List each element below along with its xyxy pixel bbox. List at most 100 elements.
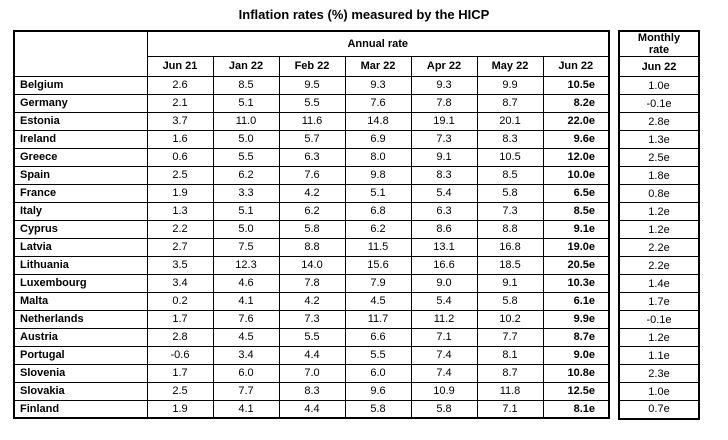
annual-value-cell: 5.0: [212, 129, 280, 149]
annual-value-cell: 18.5: [476, 255, 544, 275]
annual-value-cell: 6.5e: [542, 183, 610, 203]
page-title: Inflation rates (%) measured by the HICP: [238, 7, 490, 22]
monthly-row: 1.2e: [618, 202, 700, 221]
country-cell: Germany: [13, 93, 148, 113]
annual-value-cell: 20.5e: [542, 255, 610, 275]
monthly-row: 1.0e: [618, 382, 700, 401]
annual-value-cell: 7.3: [476, 201, 544, 221]
annual-rate-group-header: Annual rate: [146, 30, 610, 57]
table-row: Spain 2.5 6.2 7.6 9.8 8.3 8.5 10.0e: [13, 165, 610, 185]
annual-value-cell: 3.4: [212, 345, 280, 365]
monthly-row: 1.8e: [618, 166, 700, 185]
country-cell: Lithuania: [13, 255, 148, 275]
country-cell: Austria: [13, 327, 148, 347]
annual-column-header: May 22: [476, 55, 544, 77]
annual-value-cell: 1.9: [146, 183, 214, 203]
country-cell: Malta: [13, 291, 148, 311]
annual-value-cell: 5.1: [212, 93, 280, 113]
table-row: Latvia 2.7 7.5 8.8 11.5 13.1 16.8 19.0e: [13, 237, 610, 257]
country-cell: Spain: [13, 165, 148, 185]
annual-value-cell: 7.8: [410, 93, 478, 113]
annual-value-cell: 7.5: [212, 237, 280, 257]
annual-value-cell: 1.7: [146, 309, 214, 329]
annual-value-cell: 0.6: [146, 147, 214, 167]
monthly-row: 1.2e: [618, 328, 700, 347]
monthly-value-cell: 1.2e: [618, 328, 700, 347]
annual-value-cell: 8.2e: [542, 93, 610, 113]
annual-value-cell: 6.1e: [542, 291, 610, 311]
country-cell: Slovakia: [13, 381, 148, 401]
annual-value-cell: 12.0e: [542, 147, 610, 167]
annual-value-cell: 10.5e: [542, 75, 610, 95]
tables-container: Annual rate Jun 21 Jan 22 Feb 22 Mar 22 Apr …: [13, 30, 728, 420]
table-row: Luxembourg 3.4 4.6 7.8 7.9 9.0 9.1 10.3e: [13, 273, 610, 293]
annual-value-cell: 8.6: [410, 219, 478, 239]
annual-value-cell: 7.6: [278, 165, 346, 185]
monthly-value-cell: 1.8e: [618, 166, 700, 185]
annual-value-cell: 9.0: [410, 273, 478, 293]
annual-value-cell: 4.6: [212, 273, 280, 293]
annual-column-header: Jun 21: [146, 55, 214, 77]
table-row: Estonia 3.7 11.0 11.6 14.8 19.1 20.1 22.0e: [13, 111, 610, 131]
annual-value-cell: 6.2: [344, 219, 412, 239]
annual-value-cell: 2.2: [146, 219, 214, 239]
monthly-row: 1.4e: [618, 274, 700, 293]
annual-value-cell: 8.1: [476, 345, 544, 365]
monthly-row: 1.1e: [618, 346, 700, 365]
monthly-row: 2.3e: [618, 364, 700, 383]
table-row: France 1.9 3.3 4.2 5.1 5.4 5.8 6.5e: [13, 183, 610, 203]
monthly-value-cell: 1.4e: [618, 274, 700, 293]
annual-value-cell: 5.8: [476, 291, 544, 311]
annual-value-cell: 10.8e: [542, 363, 610, 383]
annual-value-cell: 5.8: [344, 399, 412, 419]
table-row: Italy 1.3 5.1 6.2 6.8 6.3 7.3 8.5e: [13, 201, 610, 221]
annual-value-cell: 0.2: [146, 291, 214, 311]
annual-value-cell: 6.6: [344, 327, 412, 347]
annual-column-header: Mar 22: [344, 55, 412, 77]
monthly-value-cell: 2.3e: [618, 364, 700, 383]
annual-value-cell: 19.1: [410, 111, 478, 131]
monthly-value-cell: 1.7e: [618, 292, 700, 311]
annual-value-cell: -0.6: [146, 345, 214, 365]
annual-value-cell: 11.7: [344, 309, 412, 329]
annual-value-cell: 10.5: [476, 147, 544, 167]
table-row: Austria 2.8 4.5 5.5 6.6 7.1 7.7 8.7e: [13, 327, 610, 347]
annual-value-cell: 20.1: [476, 111, 544, 131]
annual-value-cell: 5.7: [278, 129, 346, 149]
annual-value-cell: 15.6: [344, 255, 412, 275]
country-column-header: [13, 30, 148, 77]
annual-value-cell: 5.4: [410, 291, 478, 311]
annual-value-cell: 9.3: [410, 75, 478, 95]
annual-value-cell: 3.3: [212, 183, 280, 203]
monthly-value-cell: 2.8e: [618, 112, 700, 131]
annual-value-cell: 6.0: [212, 363, 280, 383]
annual-value-cell: 10.2: [476, 309, 544, 329]
annual-value-cell: 5.1: [344, 183, 412, 203]
monthly-value-cell: 0.8e: [618, 184, 700, 203]
annual-value-cell: 9.5: [278, 75, 346, 95]
monthly-value-cell: 1.0e: [618, 382, 700, 401]
table-row: Lithuania 3.5 12.3 14.0 15.6 16.6 18.5 20.5e: [13, 255, 610, 275]
annual-value-cell: 14.8: [344, 111, 412, 131]
monthly-column-header: Jun 22: [618, 56, 700, 77]
annual-value-cell: 7.6: [344, 93, 412, 113]
country-cell: Netherlands: [13, 309, 148, 329]
annual-value-cell: 9.1e: [542, 219, 610, 239]
monthly-row: 2.8e: [618, 112, 700, 131]
table-row: Greece 0.6 5.5 6.3 8.0 9.1 10.5 12.0e: [13, 147, 610, 167]
monthly-value-cell: -0.1e: [618, 310, 700, 329]
annual-value-cell: 9.9e: [542, 309, 610, 329]
monthly-row: 0.8e: [618, 184, 700, 203]
country-cell: Luxembourg: [13, 273, 148, 293]
country-cell: France: [13, 183, 148, 203]
monthly-row: 2.5e: [618, 148, 700, 167]
monthly-row: -0.1e: [618, 310, 700, 329]
annual-value-cell: 16.8: [476, 237, 544, 257]
annual-value-cell: 1.3: [146, 201, 214, 221]
annual-value-cell: 2.8: [146, 327, 214, 347]
annual-value-cell: 5.1: [212, 201, 280, 221]
annual-value-cell: 2.6: [146, 75, 214, 95]
country-cell: Greece: [13, 147, 148, 167]
annual-value-cell: 5.8: [410, 399, 478, 419]
annual-value-cell: 9.6e: [542, 129, 610, 149]
